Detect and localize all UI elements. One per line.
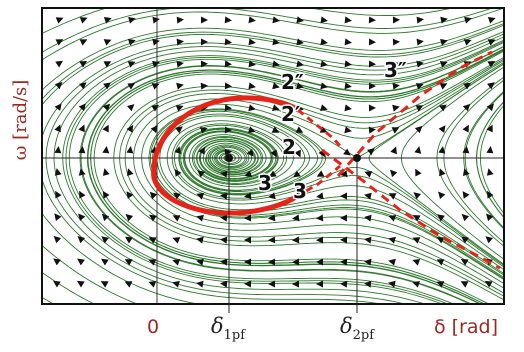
x-axis-label: δ [rad] xyxy=(434,316,498,338)
curve-label-3-outer: 3 xyxy=(293,179,307,203)
stable-equilibrium-point xyxy=(225,154,233,162)
curve-label-2-double-prime: 2″ xyxy=(281,70,304,94)
saddle-equilibrium-point xyxy=(353,154,361,162)
curve-label-2: 2 xyxy=(282,135,296,159)
streamline-33 xyxy=(269,0,481,4)
y-axis-label: ω [rad/s] xyxy=(10,80,31,161)
delta2-label: δ2pf xyxy=(340,314,375,343)
delta1-label: δ1pf xyxy=(211,314,246,343)
curve-label-3-double-prime: 3″ xyxy=(384,58,407,82)
curve-label-2-prime: 2′ xyxy=(281,102,300,126)
x-origin-tick-label: 0 xyxy=(147,316,159,338)
curve-label-3-inner: 3 xyxy=(258,171,272,195)
